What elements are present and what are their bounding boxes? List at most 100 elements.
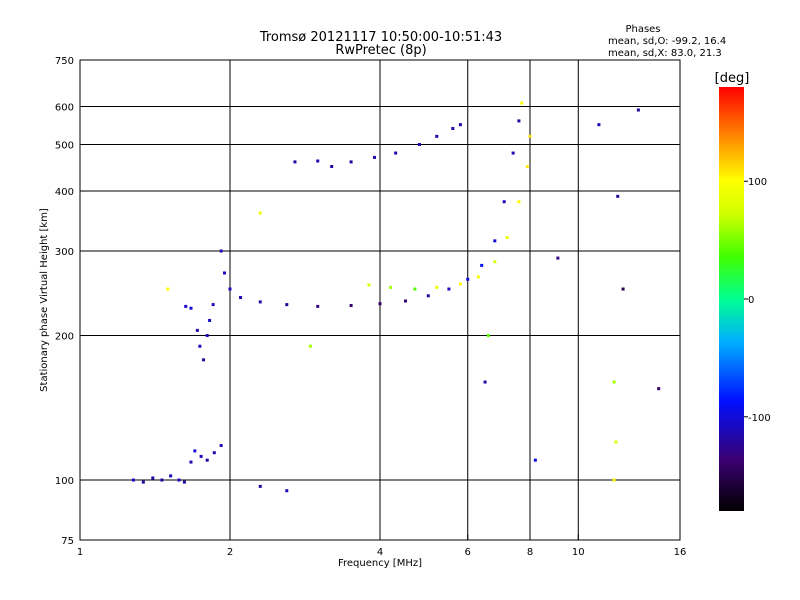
echo-point [447, 287, 451, 291]
echo-point [131, 478, 135, 482]
echo-point [520, 101, 524, 105]
x-tick-label: 1 [77, 547, 83, 558]
echo-point [636, 108, 640, 112]
echo-point [177, 478, 181, 482]
echo-point [211, 303, 215, 307]
colorbar [719, 87, 744, 511]
axis-ticks: 1 2 4 6 8 10 16 75 100 200 300 400 500 600 750 [55, 56, 686, 558]
y-tick-label: 600 [55, 103, 74, 114]
x-tick-label: 16 [674, 547, 687, 558]
echo-point [182, 480, 186, 484]
y-tick-label: 200 [55, 332, 74, 343]
x-tick-label: 6 [465, 547, 471, 558]
echo-point [141, 480, 145, 484]
y-tick-label: 100 [55, 476, 74, 487]
echo-point [525, 164, 529, 168]
echo-point [394, 151, 398, 155]
x-tick-label: 4 [377, 547, 383, 558]
y-tick-label: 400 [55, 187, 74, 198]
echo-point [160, 478, 164, 482]
echo-point [435, 285, 439, 289]
echo-point [612, 478, 616, 482]
echo-point [533, 458, 537, 462]
colorbar-tick-label: 0 [748, 295, 754, 306]
echo-point [258, 484, 262, 488]
echo-point [151, 476, 155, 480]
echo-point [458, 123, 462, 127]
colorbar-ticks: 100 0 -100 [744, 177, 771, 424]
echo-point [202, 358, 206, 362]
echo-point [330, 164, 334, 168]
stats-o-line: mean, sd,O: -99.2, 16.4 [608, 36, 726, 47]
stats-x-line: mean, sd,X: 83.0, 21.3 [608, 48, 722, 59]
stats-heading: Phases [625, 24, 660, 35]
echo-point [219, 444, 223, 448]
echo-point [373, 155, 377, 159]
chart-title: Tromsø 20121117 10:50:00-10:51:43 [259, 30, 502, 45]
echo-point [349, 303, 353, 307]
echo-point [389, 285, 393, 289]
echo-point [451, 126, 455, 130]
echo-point [435, 134, 439, 138]
y-tick-label: 75 [61, 536, 74, 547]
echo-point [502, 200, 506, 204]
echo-point [511, 151, 515, 155]
echo-point [621, 287, 625, 291]
y-tick-label: 750 [55, 56, 74, 67]
echo-point [417, 143, 421, 147]
colorbar-label: [deg] [715, 71, 750, 86]
echo-point [239, 296, 243, 300]
echo-point [517, 119, 521, 123]
echo-point [556, 256, 560, 260]
echo-point [308, 344, 312, 348]
echo-point [505, 236, 509, 240]
echo-point [476, 275, 480, 279]
echo-point [205, 334, 209, 338]
chart-subtitle: RwPretec (8p) [335, 43, 426, 58]
echo-point [193, 449, 197, 453]
echo-point [493, 239, 497, 243]
echo-point [184, 304, 188, 308]
echo-point [285, 489, 289, 493]
echo-point [612, 380, 616, 384]
x-tick-label: 10 [572, 547, 585, 558]
echo-point [228, 287, 232, 291]
echo-point [614, 440, 618, 444]
echo-point [486, 334, 490, 338]
echo-point [480, 263, 484, 267]
colorbar-tick-label: 100 [748, 177, 767, 188]
grid-lines [80, 60, 680, 540]
echo-point [169, 474, 173, 478]
echo-point [219, 249, 223, 253]
echo-point [378, 302, 382, 306]
x-tick-label: 2 [227, 547, 233, 558]
echo-point [258, 211, 262, 215]
echo-point [426, 294, 430, 298]
echo-point [189, 306, 193, 310]
echo-point [195, 328, 199, 332]
echo-point [413, 287, 417, 291]
echo-point [212, 451, 216, 455]
echo-point [316, 159, 320, 163]
echo-point [466, 277, 470, 281]
echo-point [657, 387, 661, 391]
echo-point [597, 123, 601, 127]
echo-points [131, 101, 661, 493]
echo-point [528, 134, 532, 138]
echo-point [493, 260, 497, 264]
echo-point [316, 304, 320, 308]
echo-point [223, 271, 227, 275]
echo-point [293, 160, 297, 164]
echo-point [258, 300, 262, 304]
echo-point [198, 344, 202, 348]
x-tick-label: 8 [527, 547, 533, 558]
colorbar-tick-label: -100 [748, 413, 771, 424]
echo-point [517, 200, 521, 204]
echo-point [403, 299, 407, 303]
echo-point [458, 282, 462, 286]
echo-point [483, 380, 487, 384]
echo-point [189, 460, 193, 464]
echo-point [285, 303, 289, 307]
echo-point [166, 287, 170, 291]
